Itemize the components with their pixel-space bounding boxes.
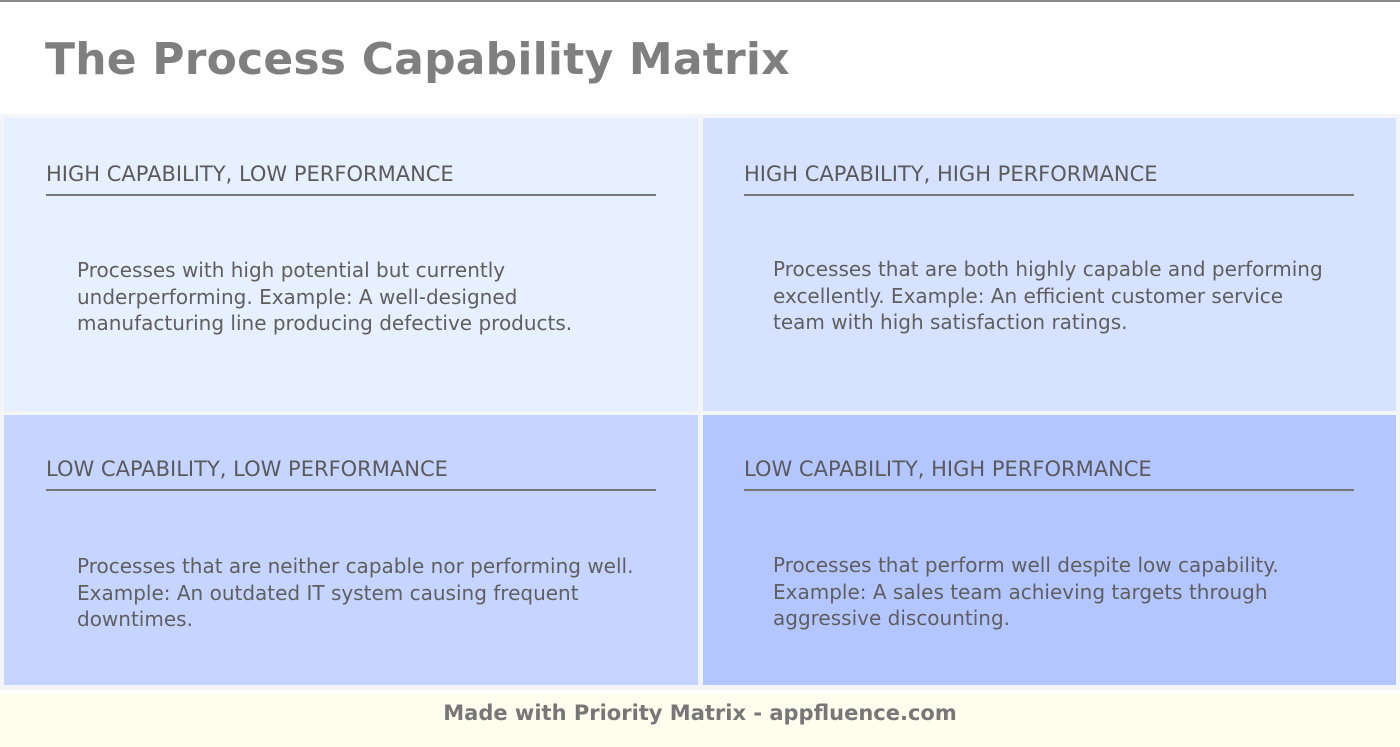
quadrant-heading: HIGH CAPABILITY, LOW PERFORMANCE <box>46 162 656 196</box>
footer-credit: Made with Priority Matrix - appfluence.c… <box>443 701 957 725</box>
footer: Made with Priority Matrix - appfluence.c… <box>0 694 1400 747</box>
quadrant-low-capability-high-performance: LOW CAPABILITY, HIGH PERFORMANCE Process… <box>703 415 1396 685</box>
quadrant-description: Processes with high potential but curren… <box>77 258 573 335</box>
quadrant-high-capability-high-performance: HIGH CAPABILITY, HIGH PERFORMANCE Proces… <box>703 118 1396 411</box>
quadrant-description: Processes that are neither capable nor p… <box>77 554 634 631</box>
quadrant-low-capability-low-performance: LOW CAPABILITY, LOW PERFORMANCE Processe… <box>4 415 698 685</box>
quadrant-high-capability-low-performance: HIGH CAPABILITY, LOW PERFORMANCE Process… <box>4 118 698 411</box>
page-title: The Process Capability Matrix <box>45 34 790 85</box>
header: The Process Capability Matrix <box>0 2 1400 114</box>
top-border <box>0 0 1400 2</box>
quadrant-description: Processes that are both highly capable a… <box>773 257 1323 334</box>
quadrant-description: Processes that perform well despite low … <box>773 553 1279 630</box>
quadrant-heading: HIGH CAPABILITY, HIGH PERFORMANCE <box>744 162 1354 196</box>
quadrant-heading: LOW CAPABILITY, HIGH PERFORMANCE <box>744 457 1354 491</box>
quadrant-heading: LOW CAPABILITY, LOW PERFORMANCE <box>46 457 656 491</box>
matrix-grid: HIGH CAPABILITY, LOW PERFORMANCE Process… <box>0 114 1400 690</box>
